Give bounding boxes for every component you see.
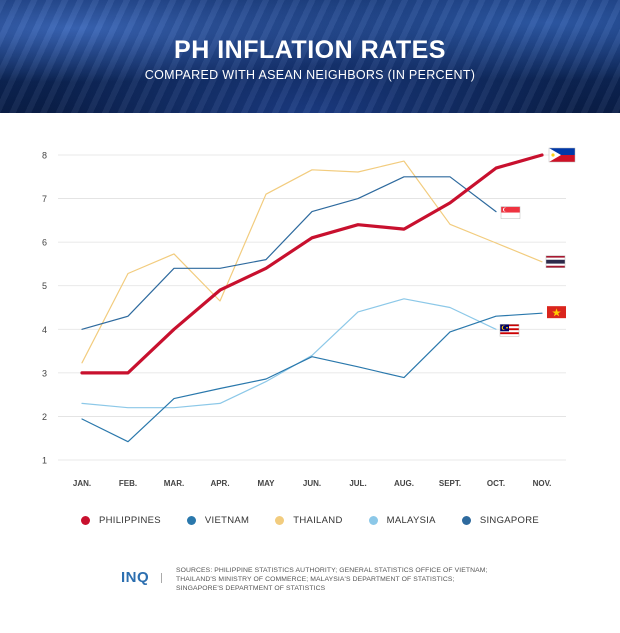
- x-tick-label: NOV.: [533, 479, 552, 488]
- footer: INQ SOURCES: PHILIPPINE STATISTICS AUTHO…: [121, 566, 541, 593]
- y-tick-label: 1: [42, 456, 47, 466]
- y-tick-label: 6: [42, 238, 47, 248]
- y-tick-label: 5: [42, 281, 47, 291]
- footer-divider: [161, 573, 162, 583]
- legend-marker: [368, 516, 378, 525]
- header-banner: PH INFLATION RATES COMPARED WITH ASEAN N…: [0, 0, 620, 113]
- inq-logo: INQ: [121, 569, 150, 586]
- x-tick-label: MAY: [257, 479, 275, 488]
- sources-line: THAILAND'S MINISTRY OF COMMERCE; MALAYSI…: [176, 576, 455, 583]
- singapore-flag-icon: [500, 206, 521, 219]
- legend-item-singapore: SINGAPORE: [461, 515, 540, 526]
- y-tick-label: 7: [42, 194, 47, 204]
- x-tick-label: JAN.: [73, 479, 91, 488]
- sources-line: SOURCES: PHILIPPINE STATISTICS AUTHORITY…: [176, 567, 488, 574]
- x-tick-label: JUL.: [349, 479, 366, 488]
- legend-label: MALAYSIA: [386, 515, 436, 526]
- x-tick-label: AUG.: [394, 479, 414, 488]
- x-tick-label: MAR.: [164, 479, 184, 488]
- page-title: PH INFLATION RATES: [174, 36, 446, 64]
- legend-marker: [186, 516, 196, 525]
- legend-marker: [461, 516, 471, 525]
- x-tick-label: OCT.: [487, 479, 505, 488]
- legend-label: PHILIPPINES: [98, 515, 161, 526]
- y-tick-label: 3: [42, 368, 47, 378]
- legend-item-malaysia: MALAYSIA: [368, 515, 436, 526]
- legend-label: VIETNAM: [204, 515, 250, 526]
- series-line-thailand: [81, 160, 543, 364]
- legend-item-philippines: PHILIPPINES: [80, 515, 161, 526]
- series-line-philippines: [80, 153, 544, 375]
- y-tick-label: 8: [42, 151, 47, 161]
- line-chart: 1 2 3 4 5 6 7 8 JAN. FEB. MAR. APR. MAY JUN. JUL. AUG. S…: [42, 147, 576, 488]
- banner-photo-texture: [0, 0, 620, 113]
- chart-legend: PHILIPPINES VIETNAM THAILAND MALAYSIA SINGAP…: [0, 515, 620, 526]
- series-line-malaysia: [81, 298, 497, 409]
- page-subtitle: COMPARED WITH ASEAN NEIGHBORS (IN PERCEN…: [144, 68, 476, 82]
- x-tick-label: SEPT.: [439, 479, 461, 488]
- legend-item-thailand: THAILAND: [275, 515, 342, 526]
- legend-item-vietnam: VIETNAM: [186, 515, 250, 526]
- vietnam-flag-icon: [547, 306, 566, 319]
- series-line-vietnam: [81, 312, 543, 443]
- sources-text: SOURCES: PHILIPPINE STATISTICS AUTHORITY…: [176, 566, 516, 593]
- x-tick-label: JUN.: [303, 479, 321, 488]
- legend-marker: [275, 516, 285, 525]
- y-tick-label: 2: [42, 412, 47, 422]
- x-tick-label: FEB.: [119, 479, 137, 488]
- malaysia-flag-icon: [499, 324, 520, 337]
- philippines-flag-icon: [548, 147, 576, 163]
- legend-label: SINGAPORE: [479, 515, 540, 526]
- legend-marker: [80, 516, 90, 525]
- sources-line: SINGAPORE'S DEPARTMENT OF STATISTICS: [176, 585, 326, 592]
- legend-label: THAILAND: [293, 515, 343, 526]
- series-line-singapore: [81, 176, 497, 330]
- thailand-flag-icon: [545, 255, 566, 268]
- x-tick-label: APR.: [210, 479, 229, 488]
- y-tick-label: 4: [42, 325, 47, 335]
